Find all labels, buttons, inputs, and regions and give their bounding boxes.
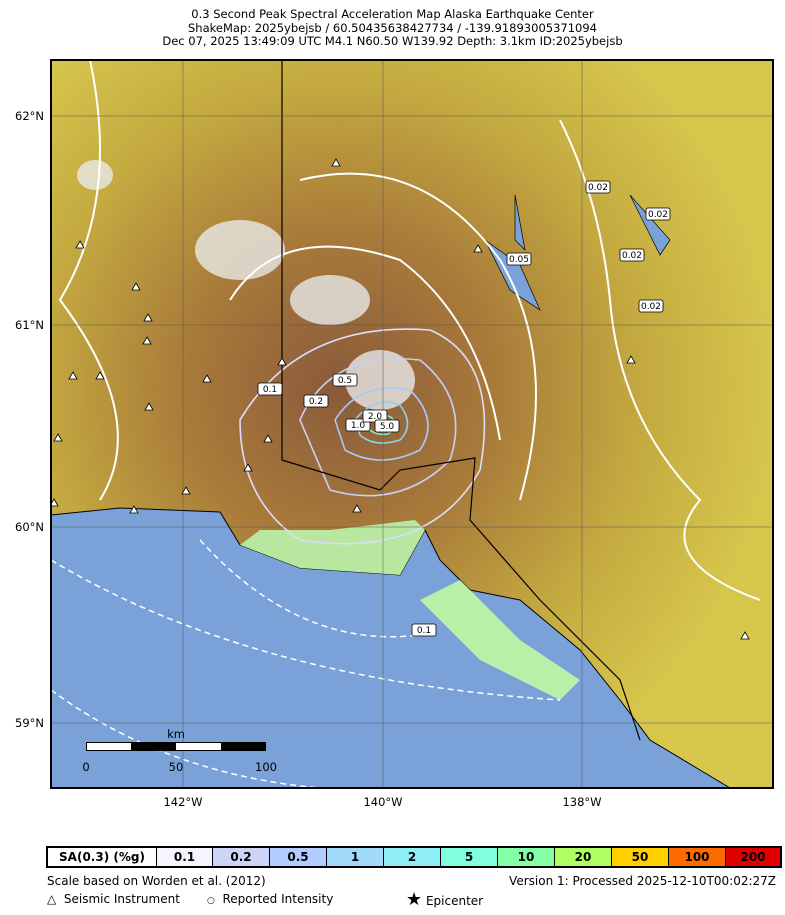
scale-tick: 0 bbox=[82, 760, 89, 774]
map-title: 0.3 Second Peak Spectral Acceleration Ma… bbox=[0, 7, 785, 49]
legend-bin: 0.1 bbox=[157, 848, 213, 866]
contour-label: 5.0 bbox=[374, 419, 400, 433]
contour-label-text: 0.02 bbox=[622, 251, 642, 261]
legend-label: SA(0.3) (%g) bbox=[48, 848, 157, 866]
lon-label: 140°W bbox=[363, 795, 402, 809]
map-frame bbox=[50, 59, 774, 789]
contour-label-text: 2.0 bbox=[368, 412, 383, 422]
seismic-instrument-icons bbox=[51, 158, 750, 640]
contour-label: 0.02 bbox=[645, 207, 671, 221]
scale-tick: 100 bbox=[255, 760, 277, 774]
seismic-instrument-icon bbox=[243, 463, 253, 472]
legend-bin: 5 bbox=[441, 848, 498, 866]
seismic-instrument-icon bbox=[740, 631, 750, 640]
lowland bbox=[240, 520, 425, 575]
contour-label: 0.2 bbox=[303, 394, 329, 408]
seismic-instrument-icon bbox=[144, 402, 154, 411]
contour-label: 0.02 bbox=[619, 248, 645, 262]
legend-bin: 20 bbox=[555, 848, 612, 866]
contour-label: 0.1 bbox=[257, 382, 283, 396]
legend-reported: ○ Reported Intensity bbox=[207, 892, 333, 906]
seismic-instrument-icon bbox=[202, 374, 212, 383]
seismic-instrument-icon bbox=[626, 355, 636, 364]
borders bbox=[281, 60, 641, 741]
seismic-instrument-icon bbox=[352, 504, 362, 513]
seismic-instrument-icon bbox=[181, 486, 191, 495]
seismic-instrument-icon bbox=[129, 505, 139, 514]
triangle-icon: △ bbox=[47, 892, 57, 906]
contour-label-text: 0.5 bbox=[338, 376, 352, 386]
contour-label: 0.05 bbox=[506, 252, 532, 266]
seismic-instrument-icon bbox=[95, 371, 105, 380]
circle-icon: ○ bbox=[207, 896, 215, 906]
lat-label: 60°N bbox=[15, 520, 44, 534]
legend-bin: 200 bbox=[726, 848, 780, 866]
contour-label: 0.02 bbox=[638, 299, 664, 313]
seismic-instrument-icon bbox=[53, 433, 63, 442]
title-line-3: Dec 07, 2025 13:49:09 UTC M4.1 N60.50 W1… bbox=[162, 34, 623, 48]
legend-bin: 0.2 bbox=[213, 848, 270, 866]
axis-labels: 62°N 61°N 60°N 59°N 142°W 140°W 138°W bbox=[15, 109, 602, 809]
lon-label: 142°W bbox=[163, 795, 202, 809]
ocean-contours bbox=[51, 539, 561, 788]
seismic-instrument-icon bbox=[143, 313, 153, 322]
contour-label-text: 0.02 bbox=[588, 183, 608, 193]
contour-label-text: 1.0 bbox=[351, 421, 366, 431]
seismic-instrument-icon bbox=[75, 240, 85, 249]
title-line-1: 0.3 Second Peak Spectral Acceleration Ma… bbox=[191, 7, 594, 21]
reported-label: Reported Intensity bbox=[222, 892, 334, 906]
contour-label-text: 0.02 bbox=[648, 210, 668, 220]
legend-bin: 50 bbox=[612, 848, 669, 866]
version-text: Version 1: Processed 2025-12-10T00:02:27… bbox=[509, 874, 776, 888]
contours-0.02 bbox=[58, 60, 761, 601]
legend-bin: 2 bbox=[384, 848, 441, 866]
contour-label-text: 5.0 bbox=[380, 422, 395, 432]
seismic-instrument-icon bbox=[277, 357, 287, 366]
legend-bin: 1 bbox=[327, 848, 384, 866]
seismic-instrument-icon bbox=[142, 336, 152, 345]
contour-label-text: 0.1 bbox=[417, 626, 431, 636]
intensity-legend: SA(0.3) (%g) 0.1 0.2 0.5 1 2 5 10 20 50 100 200 bbox=[46, 846, 782, 868]
contour-label: 0.5 bbox=[332, 373, 358, 387]
contour-label-text: 0.1 bbox=[263, 385, 277, 395]
legend-bin: 10 bbox=[498, 848, 555, 866]
contour-label-text: 0.2 bbox=[309, 397, 323, 407]
scale-bar: km 0 50 100 bbox=[82, 727, 277, 774]
contour-label-text: 0.05 bbox=[509, 255, 529, 265]
scale-tick: 50 bbox=[169, 760, 184, 774]
contour-label: 0.02 bbox=[585, 180, 611, 194]
legend-epicenter: ★ Epicenter bbox=[406, 889, 483, 910]
scale-note: Scale based on Worden et al. (2012) bbox=[47, 874, 266, 888]
lon-label: 138°W bbox=[562, 795, 601, 809]
contour-label: 0.1 bbox=[411, 623, 437, 637]
scale-unit: km bbox=[167, 727, 185, 741]
seismic-label: Seismic Instrument bbox=[63, 892, 180, 906]
legend-seismic: △ Seismic Instrument bbox=[47, 892, 180, 906]
seismic-instrument-icon bbox=[331, 158, 341, 167]
shakemap: 0.02 0.02 0.02 0.02 0.05 0.1 0.1 0.2 0.5 1.02.05.… bbox=[15, 59, 774, 809]
lat-label: 59°N bbox=[15, 716, 44, 730]
star-icon: ★ bbox=[406, 889, 423, 910]
legend-bin: 100 bbox=[669, 848, 726, 866]
lowland bbox=[420, 580, 580, 700]
lat-label: 61°N bbox=[15, 318, 44, 332]
seismic-instrument-icon bbox=[263, 434, 273, 443]
contour-labels: 0.02 0.02 0.02 0.02 0.05 0.1 0.1 0.2 0.5 1.02.05.… bbox=[257, 180, 671, 637]
seismic-instrument-icon bbox=[473, 244, 483, 253]
title-line-2: ShakeMap: 2025ybejsb / 60.50435638427734… bbox=[188, 20, 597, 35]
contour-label-text: 0.02 bbox=[641, 302, 661, 312]
seismic-instrument-icon bbox=[131, 282, 141, 291]
legend-bin: 0.5 bbox=[270, 848, 327, 866]
epicenter-label: Epicenter bbox=[425, 894, 484, 908]
seismic-instrument-icon bbox=[68, 371, 78, 380]
lat-label: 62°N bbox=[15, 109, 44, 123]
